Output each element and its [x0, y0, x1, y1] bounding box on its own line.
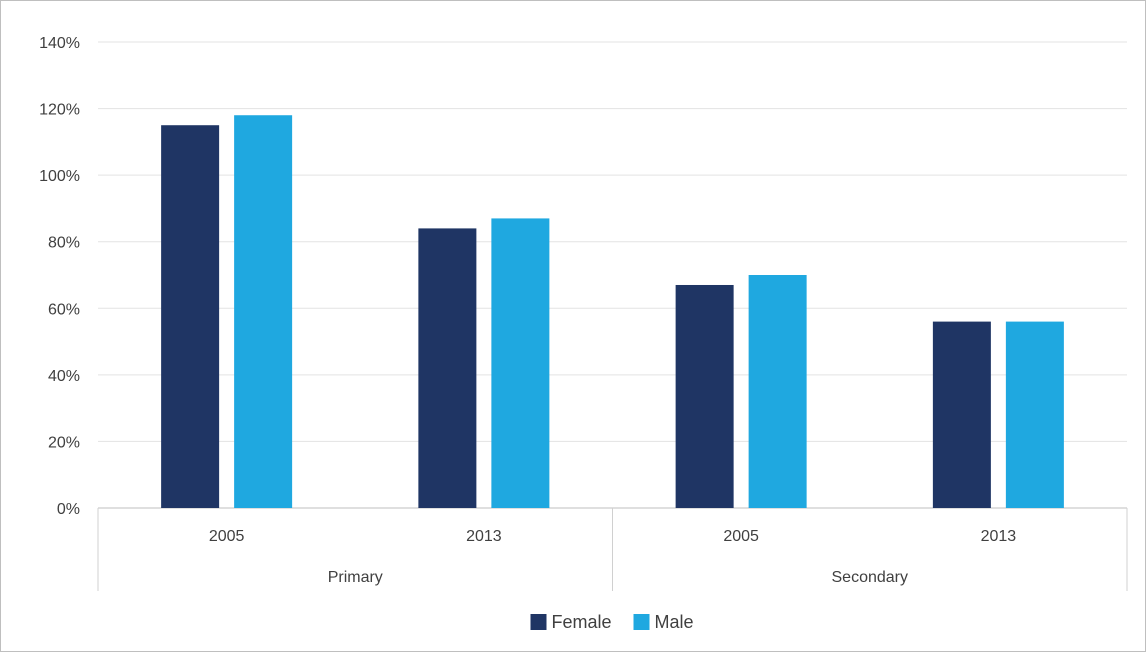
legend-label-female: Female	[552, 612, 612, 632]
y-tick-label: 60%	[48, 301, 80, 318]
x-category-label: 2013	[466, 528, 502, 545]
bar-male-2	[748, 275, 807, 508]
bar-male-1	[491, 218, 550, 508]
x-category-label: 2005	[723, 528, 759, 545]
x-category-label: 2005	[209, 528, 245, 545]
bar-female-0	[161, 125, 220, 508]
y-tick-label: 100%	[39, 168, 80, 185]
y-tick-label: 80%	[48, 235, 80, 252]
legend: Female Male	[530, 612, 694, 632]
y-tick-label: 40%	[48, 368, 80, 385]
bar-male-0	[234, 115, 293, 508]
legend-swatch-female	[530, 614, 547, 630]
y-tick-label: 0%	[57, 501, 80, 518]
y-tick-label: 140%	[39, 35, 80, 52]
bars	[161, 115, 1064, 508]
y-tick-label: 120%	[39, 102, 80, 119]
y-tick-label: 20%	[48, 434, 80, 451]
bar-female-2	[675, 284, 734, 508]
x-group-label: Primary	[328, 569, 383, 586]
legend-swatch-male	[633, 614, 650, 630]
bar-female-1	[418, 228, 477, 508]
x-axis: 2005 2013 2005 2013 Primary Secondary	[97, 508, 1128, 591]
bar-female-3	[932, 321, 991, 508]
bar-male-3	[1005, 321, 1064, 508]
x-group-label: Secondary	[832, 569, 909, 586]
legend-label-male: Male	[655, 612, 694, 632]
x-category-label: 2013	[981, 528, 1017, 545]
y-axis-tick-labels: 0% 20% 40% 60% 80% 100% 120% 140%	[39, 35, 80, 518]
